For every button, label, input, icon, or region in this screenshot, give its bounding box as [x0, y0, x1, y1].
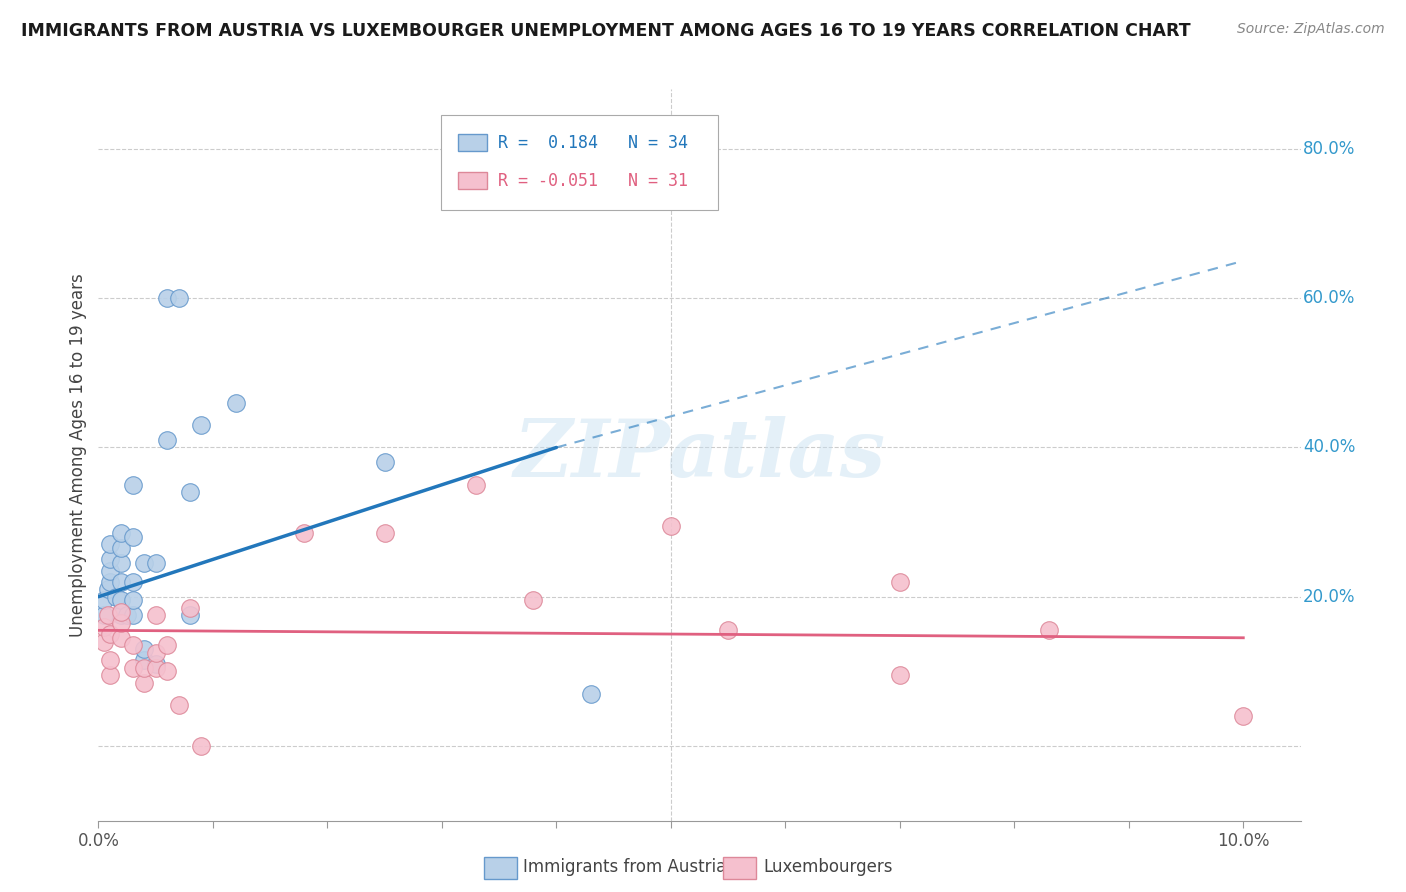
- Point: [179, 601, 201, 615]
- Point: [98, 564, 121, 578]
- Point: [121, 608, 143, 623]
- Text: 20.0%: 20.0%: [1303, 588, 1355, 606]
- Text: R =  0.184   N = 34: R = 0.184 N = 34: [498, 134, 688, 152]
- Point: [145, 608, 167, 623]
- Point: [134, 660, 156, 674]
- Point: [717, 624, 740, 638]
- Point: [134, 675, 156, 690]
- Point: [156, 433, 179, 447]
- Text: IMMIGRANTS FROM AUSTRIA VS LUXEMBOURGER UNEMPLOYMENT AMONG AGES 16 TO 19 YEARS C: IMMIGRANTS FROM AUSTRIA VS LUXEMBOURGER …: [21, 22, 1191, 40]
- Point: [110, 605, 132, 619]
- Point: [156, 291, 179, 305]
- Point: [145, 556, 167, 570]
- FancyBboxPatch shape: [458, 134, 486, 152]
- Point: [98, 653, 121, 667]
- Point: [374, 455, 396, 469]
- Point: [145, 646, 167, 660]
- Point: [104, 590, 127, 604]
- Point: [167, 698, 190, 712]
- FancyBboxPatch shape: [458, 172, 486, 189]
- Point: [134, 642, 156, 657]
- Y-axis label: Unemployment Among Ages 16 to 19 years: Unemployment Among Ages 16 to 19 years: [69, 273, 87, 637]
- Point: [294, 526, 316, 541]
- Text: 80.0%: 80.0%: [1303, 140, 1355, 158]
- Point: [110, 556, 132, 570]
- Point: [121, 593, 143, 607]
- Point: [179, 608, 201, 623]
- Point: [465, 477, 488, 491]
- Text: 60.0%: 60.0%: [1303, 289, 1355, 307]
- Point: [190, 418, 212, 433]
- Text: 40.0%: 40.0%: [1303, 439, 1355, 457]
- Point: [579, 687, 602, 701]
- Point: [110, 631, 132, 645]
- Point: [145, 660, 167, 674]
- Point: [156, 665, 179, 679]
- Point: [93, 619, 115, 633]
- Point: [121, 660, 143, 674]
- Point: [121, 477, 143, 491]
- Point: [93, 608, 115, 623]
- Text: Source: ZipAtlas.com: Source: ZipAtlas.com: [1237, 22, 1385, 37]
- Point: [190, 739, 212, 753]
- Text: R = -0.051   N = 31: R = -0.051 N = 31: [498, 171, 688, 190]
- Point: [1232, 709, 1254, 723]
- Point: [121, 574, 143, 589]
- Point: [93, 593, 115, 607]
- Point: [156, 638, 179, 652]
- Point: [115, 608, 138, 623]
- Point: [110, 593, 132, 607]
- Point: [1038, 624, 1060, 638]
- Point: [98, 537, 121, 551]
- Point: [179, 485, 201, 500]
- Point: [98, 668, 121, 682]
- Point: [98, 627, 121, 641]
- Point: [121, 530, 143, 544]
- Point: [110, 541, 132, 556]
- Point: [167, 291, 190, 305]
- Point: [98, 552, 121, 566]
- Point: [134, 556, 156, 570]
- Point: [659, 518, 682, 533]
- FancyBboxPatch shape: [441, 115, 717, 210]
- Point: [889, 668, 911, 682]
- Point: [110, 615, 132, 630]
- Point: [93, 634, 115, 648]
- Point: [522, 593, 544, 607]
- Point: [134, 653, 156, 667]
- Point: [97, 608, 120, 623]
- Point: [97, 582, 120, 597]
- Point: [110, 526, 132, 541]
- Point: [110, 574, 132, 589]
- Point: [98, 574, 121, 589]
- Text: ZIPatlas: ZIPatlas: [513, 417, 886, 493]
- Point: [110, 608, 132, 623]
- Point: [374, 526, 396, 541]
- Text: Luxembourgers: Luxembourgers: [763, 858, 893, 876]
- Point: [121, 638, 143, 652]
- Point: [145, 657, 167, 671]
- Point: [225, 395, 247, 409]
- Point: [889, 574, 911, 589]
- Text: Immigrants from Austria: Immigrants from Austria: [523, 858, 727, 876]
